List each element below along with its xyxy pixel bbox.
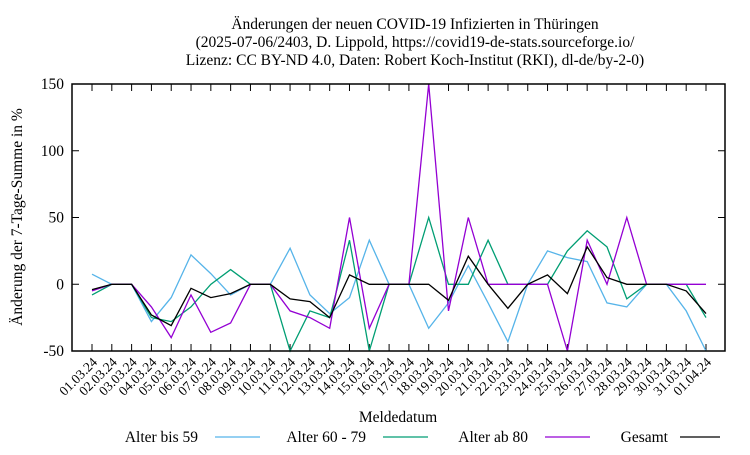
legend-label: Gesamt: [621, 429, 669, 446]
legend-label: Alter ab 80: [458, 429, 528, 446]
title-line-3: Lizenz: CC BY-ND 4.0, Daten: Robert Koch…: [186, 52, 644, 69]
y-tick-label: 100: [41, 143, 65, 160]
plot-frame: [71, 83, 726, 352]
y-tick-label: 150: [41, 76, 65, 93]
title-line-2: (2025-07-06/2403, D. Lippold, https://co…: [196, 34, 636, 51]
y-tick-label: 50: [49, 210, 65, 227]
series-line-alter-ab-80: [91, 83, 706, 352]
y-tick-label: -50: [43, 343, 64, 360]
series-line-gesamt: [91, 245, 707, 327]
legend-label: Alter bis 59: [125, 429, 198, 446]
legend-label: Alter 60 - 79: [286, 429, 366, 446]
y-axis-label: Änderung der 7-Tage-Summe in %: [9, 108, 26, 326]
chart-title: Änderungen der neuen COVID-19 Infizierte…: [186, 16, 644, 69]
title-line-1: Änderungen der neuen COVID-19 Infizierte…: [231, 16, 599, 33]
y-tick-label: 0: [56, 276, 64, 293]
x-axis-label: Meldedatum: [359, 409, 437, 426]
series-line-alter-bis-59: [91, 238, 707, 352]
